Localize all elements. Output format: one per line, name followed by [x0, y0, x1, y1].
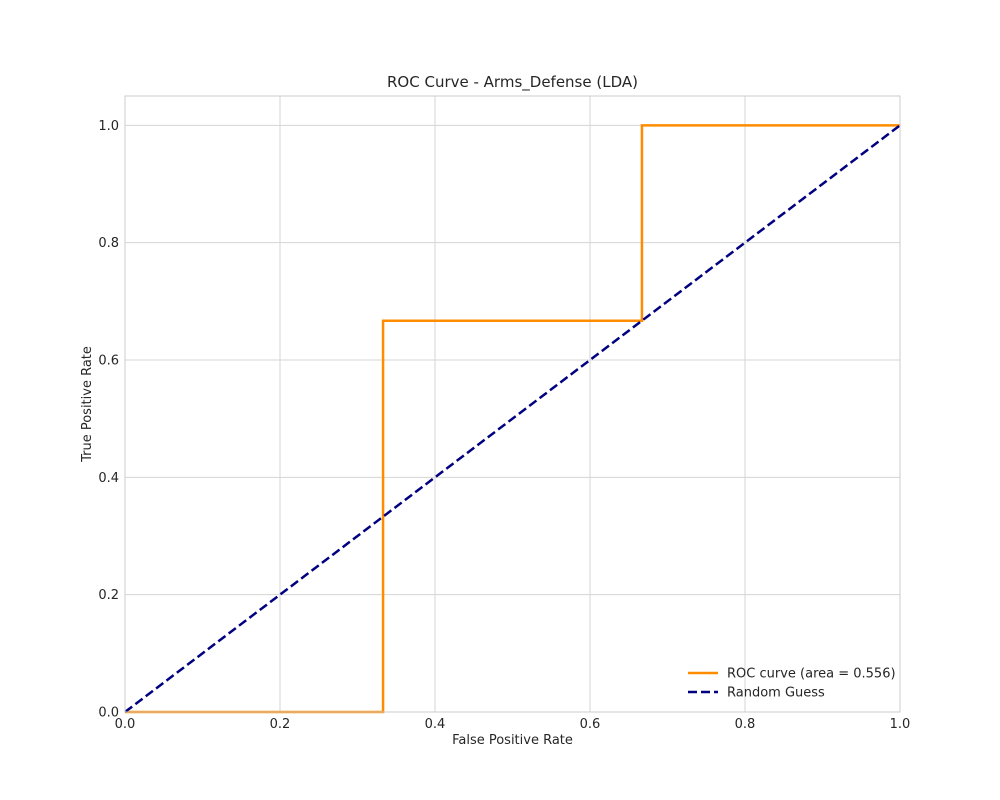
legend-entry-random: Random Guess	[688, 686, 825, 701]
x-axis-label: False Positive Rate	[452, 733, 573, 748]
legend-label-roc: ROC curve (area = 0.556)	[727, 667, 896, 682]
tick-labels: 0.0 0.2 0.4 0.6 0.8 1.0 0.0 0.2 0.4 0.6 0.8 1.0	[98, 119, 910, 732]
legend-entry-roc: ROC curve (area = 0.556)	[688, 667, 896, 682]
y-tick-label: 0.6	[98, 354, 119, 369]
legend-label-random: Random Guess	[727, 686, 825, 701]
random-guess-line	[124, 124, 901, 713]
y-tick-label: 0.4	[98, 471, 119, 486]
y-tick-label: 1.0	[98, 119, 119, 134]
y-tick-label: 0.0	[98, 706, 119, 721]
y-tick-label: 0.2	[98, 588, 119, 603]
x-tick-label: 0.2	[270, 717, 291, 732]
legend: ROC curve (area = 0.556) Random Guess	[688, 667, 896, 701]
x-tick-label: 0.6	[580, 717, 601, 732]
grid-lines	[124, 96, 901, 713]
x-tick-label: 0.4	[425, 717, 446, 732]
x-tick-label: 0.8	[735, 717, 756, 732]
x-tick-label: 0.0	[115, 717, 136, 732]
y-tick-label: 0.8	[98, 236, 119, 251]
y-axis-label: True Positive Rate	[80, 346, 95, 463]
x-tick-label: 1.0	[890, 717, 911, 732]
chart-title: ROC Curve - Arms_Defense (LDA)	[387, 73, 638, 92]
series-lines	[124, 124, 901, 714]
plot-area-frame	[124, 95, 901, 713]
